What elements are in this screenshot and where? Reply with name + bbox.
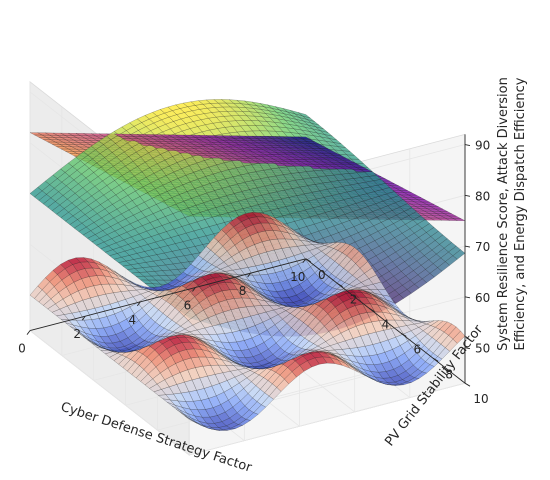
z-tick-label: 90	[475, 139, 490, 153]
y-tick-label: 8	[445, 367, 453, 381]
x-axis-line	[29, 258, 306, 332]
y-tick-label-mark	[464, 382, 471, 387]
x-tick-label-mark	[247, 272, 251, 278]
y-tick-label: 2	[350, 293, 358, 307]
y-tick-label: 4	[382, 318, 390, 332]
z-tick-label: 80	[475, 189, 490, 203]
x-tick-label: 0	[18, 342, 26, 356]
x-tick-label: 10	[290, 270, 305, 284]
y-tick-label-mark	[305, 258, 312, 263]
y-tick-label-mark	[369, 308, 375, 312]
x-tick-label-mark	[136, 301, 141, 307]
tick-labels: 0 2 4 6 8 10 0 2 4 6 8 10 50 60 70 80 90	[18, 139, 490, 407]
y-tick-label-mark	[337, 283, 343, 288]
gridline-x-floor	[29, 330, 190, 456]
y-tick-label: 0	[318, 268, 326, 282]
surface-cell-plasma	[298, 136, 311, 140]
surface-cell-coolwarm	[29, 285, 43, 299]
z-tick-label: 70	[475, 240, 490, 254]
y-axis-line	[305, 258, 466, 384]
y-tick-label: 10	[473, 392, 488, 406]
x-tick-label: 8	[239, 284, 247, 298]
z-tick-label: 50	[475, 342, 490, 356]
surfaces	[29, 99, 466, 431]
x-tick-label-mark	[192, 287, 196, 292]
z-tick-label-mark	[464, 194, 471, 197]
y-tick-label-mark	[432, 357, 439, 362]
z-tick-label-mark	[464, 144, 471, 146]
surface-cell-coolwarm	[297, 232, 311, 241]
x-tick-label: 6	[184, 299, 192, 313]
y-tick-label-mark	[401, 333, 407, 337]
x-tick-label: 2	[73, 327, 81, 341]
surface-cell-viridis	[297, 112, 311, 119]
z-tick-label-mark	[464, 296, 471, 299]
z-tick-label-mark	[464, 347, 471, 350]
z-axis-label-line-1: System Resilience Score, Attack Diversio…	[496, 77, 511, 351]
z-tick-label-mark	[464, 245, 471, 248]
z-tick-label: 60	[475, 291, 490, 305]
x-tick-label-mark	[302, 258, 307, 264]
x-tick-label-mark	[81, 315, 86, 321]
z-axis-label: System Resilience Score, Attack Diversio…	[496, 77, 528, 351]
x-tick-label-mark	[26, 330, 31, 335]
x-tick-label: 4	[128, 313, 136, 327]
surface-cell-coolwarm	[182, 263, 196, 276]
axes-lines	[29, 134, 466, 384]
y-tick-label: 6	[413, 342, 421, 356]
gridline-y-floor	[189, 382, 466, 456]
z-axis-label-line-2: Efficiency, and Energy Dispatch Efficien…	[513, 77, 528, 350]
